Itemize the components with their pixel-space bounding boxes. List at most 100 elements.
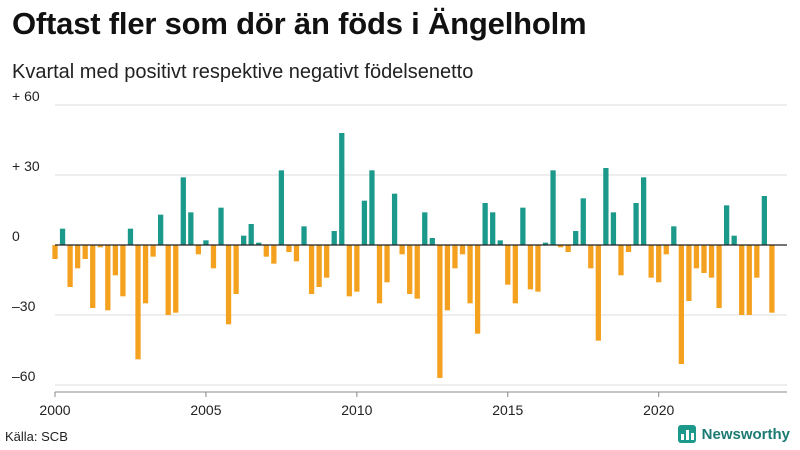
bar — [241, 235, 247, 245]
bar — [459, 245, 466, 255]
bar — [671, 226, 677, 245]
gridlines — [55, 104, 787, 386]
bar-chart-icon — [677, 425, 696, 443]
bar — [746, 245, 752, 315]
y-tick-label: –60 — [12, 368, 36, 384]
bar — [512, 245, 518, 304]
y-tick-label: –30 — [12, 298, 36, 314]
bar — [761, 196, 767, 245]
bar — [588, 245, 594, 269]
bar — [663, 245, 669, 255]
bar — [474, 245, 481, 334]
bar — [369, 170, 375, 245]
bar — [648, 245, 654, 278]
bar — [308, 245, 315, 294]
bar — [739, 245, 745, 315]
bar — [633, 203, 639, 245]
x-tick-label: 2005 — [190, 402, 221, 418]
bar — [595, 245, 601, 341]
bar — [180, 177, 186, 245]
bar — [716, 245, 722, 308]
bar — [686, 245, 692, 301]
bar — [437, 245, 443, 378]
bar — [610, 212, 617, 245]
bars — [52, 133, 775, 378]
y-tick-label: + 60 — [12, 90, 40, 104]
bar — [467, 245, 473, 304]
bar — [708, 245, 715, 278]
bar — [82, 245, 88, 259]
bar — [271, 245, 277, 264]
bar — [248, 224, 254, 245]
bar — [339, 133, 345, 245]
bar — [263, 245, 269, 257]
bar — [165, 245, 171, 315]
chart-subtitle: Kvartal med positivt respektive negativt… — [12, 61, 474, 83]
bar — [527, 245, 534, 290]
bar — [490, 212, 496, 245]
bar-chart: + 60 + 30 0 –30 –60 2000 2005 2010 2015 2020 — [12, 90, 787, 418]
bar — [158, 214, 164, 245]
bar — [444, 245, 451, 311]
bar — [399, 245, 405, 255]
bar — [90, 245, 96, 308]
bar — [565, 245, 571, 252]
bar — [52, 245, 58, 259]
bar — [331, 231, 337, 245]
bar — [580, 198, 586, 245]
bar — [520, 207, 526, 245]
bar — [203, 240, 209, 245]
bar — [625, 245, 632, 252]
bar — [723, 205, 730, 245]
bar — [354, 245, 360, 292]
bar — [173, 245, 179, 313]
bar — [142, 245, 149, 304]
bar — [384, 245, 390, 283]
bar — [376, 245, 383, 304]
y-tick-label: + 30 — [12, 158, 40, 174]
bar — [505, 245, 511, 285]
bar — [324, 245, 330, 278]
x-tick-label: 2010 — [341, 402, 372, 418]
bar — [135, 245, 141, 360]
bar — [218, 207, 224, 245]
brand-logo: Newsworthy — [677, 425, 790, 443]
bar — [188, 212, 194, 245]
bar — [769, 245, 775, 313]
bar — [59, 228, 66, 245]
brand-name: Newsworthy — [701, 425, 790, 443]
bar — [278, 170, 285, 245]
bar — [603, 168, 609, 245]
bar — [414, 245, 420, 299]
bar — [391, 193, 398, 245]
bar — [97, 245, 103, 248]
bar — [210, 245, 217, 269]
bar — [233, 245, 239, 294]
bar — [75, 245, 81, 269]
chart-title: Oftast fler som dör än föds i Ängelholm — [12, 6, 587, 41]
bar — [150, 245, 156, 257]
bar — [67, 245, 73, 287]
bar — [293, 245, 300, 262]
bar — [127, 228, 134, 245]
source-note: Källa: SCB — [5, 429, 68, 444]
bar — [286, 245, 292, 252]
bar — [361, 200, 368, 245]
bar — [497, 240, 503, 245]
x-tick-label: 2015 — [492, 402, 523, 418]
x-tick-label: 2020 — [643, 402, 674, 418]
bar — [120, 245, 126, 297]
bar — [346, 245, 352, 297]
bar — [557, 245, 564, 248]
bar — [452, 245, 458, 269]
y-tick-label: 0 — [12, 228, 20, 244]
bar — [640, 177, 647, 245]
bar — [316, 245, 322, 287]
bar — [678, 245, 684, 364]
bar — [618, 245, 624, 276]
bar — [573, 231, 579, 245]
bar — [535, 245, 541, 292]
bar — [656, 245, 662, 283]
bar — [429, 238, 435, 245]
bar — [731, 235, 737, 245]
